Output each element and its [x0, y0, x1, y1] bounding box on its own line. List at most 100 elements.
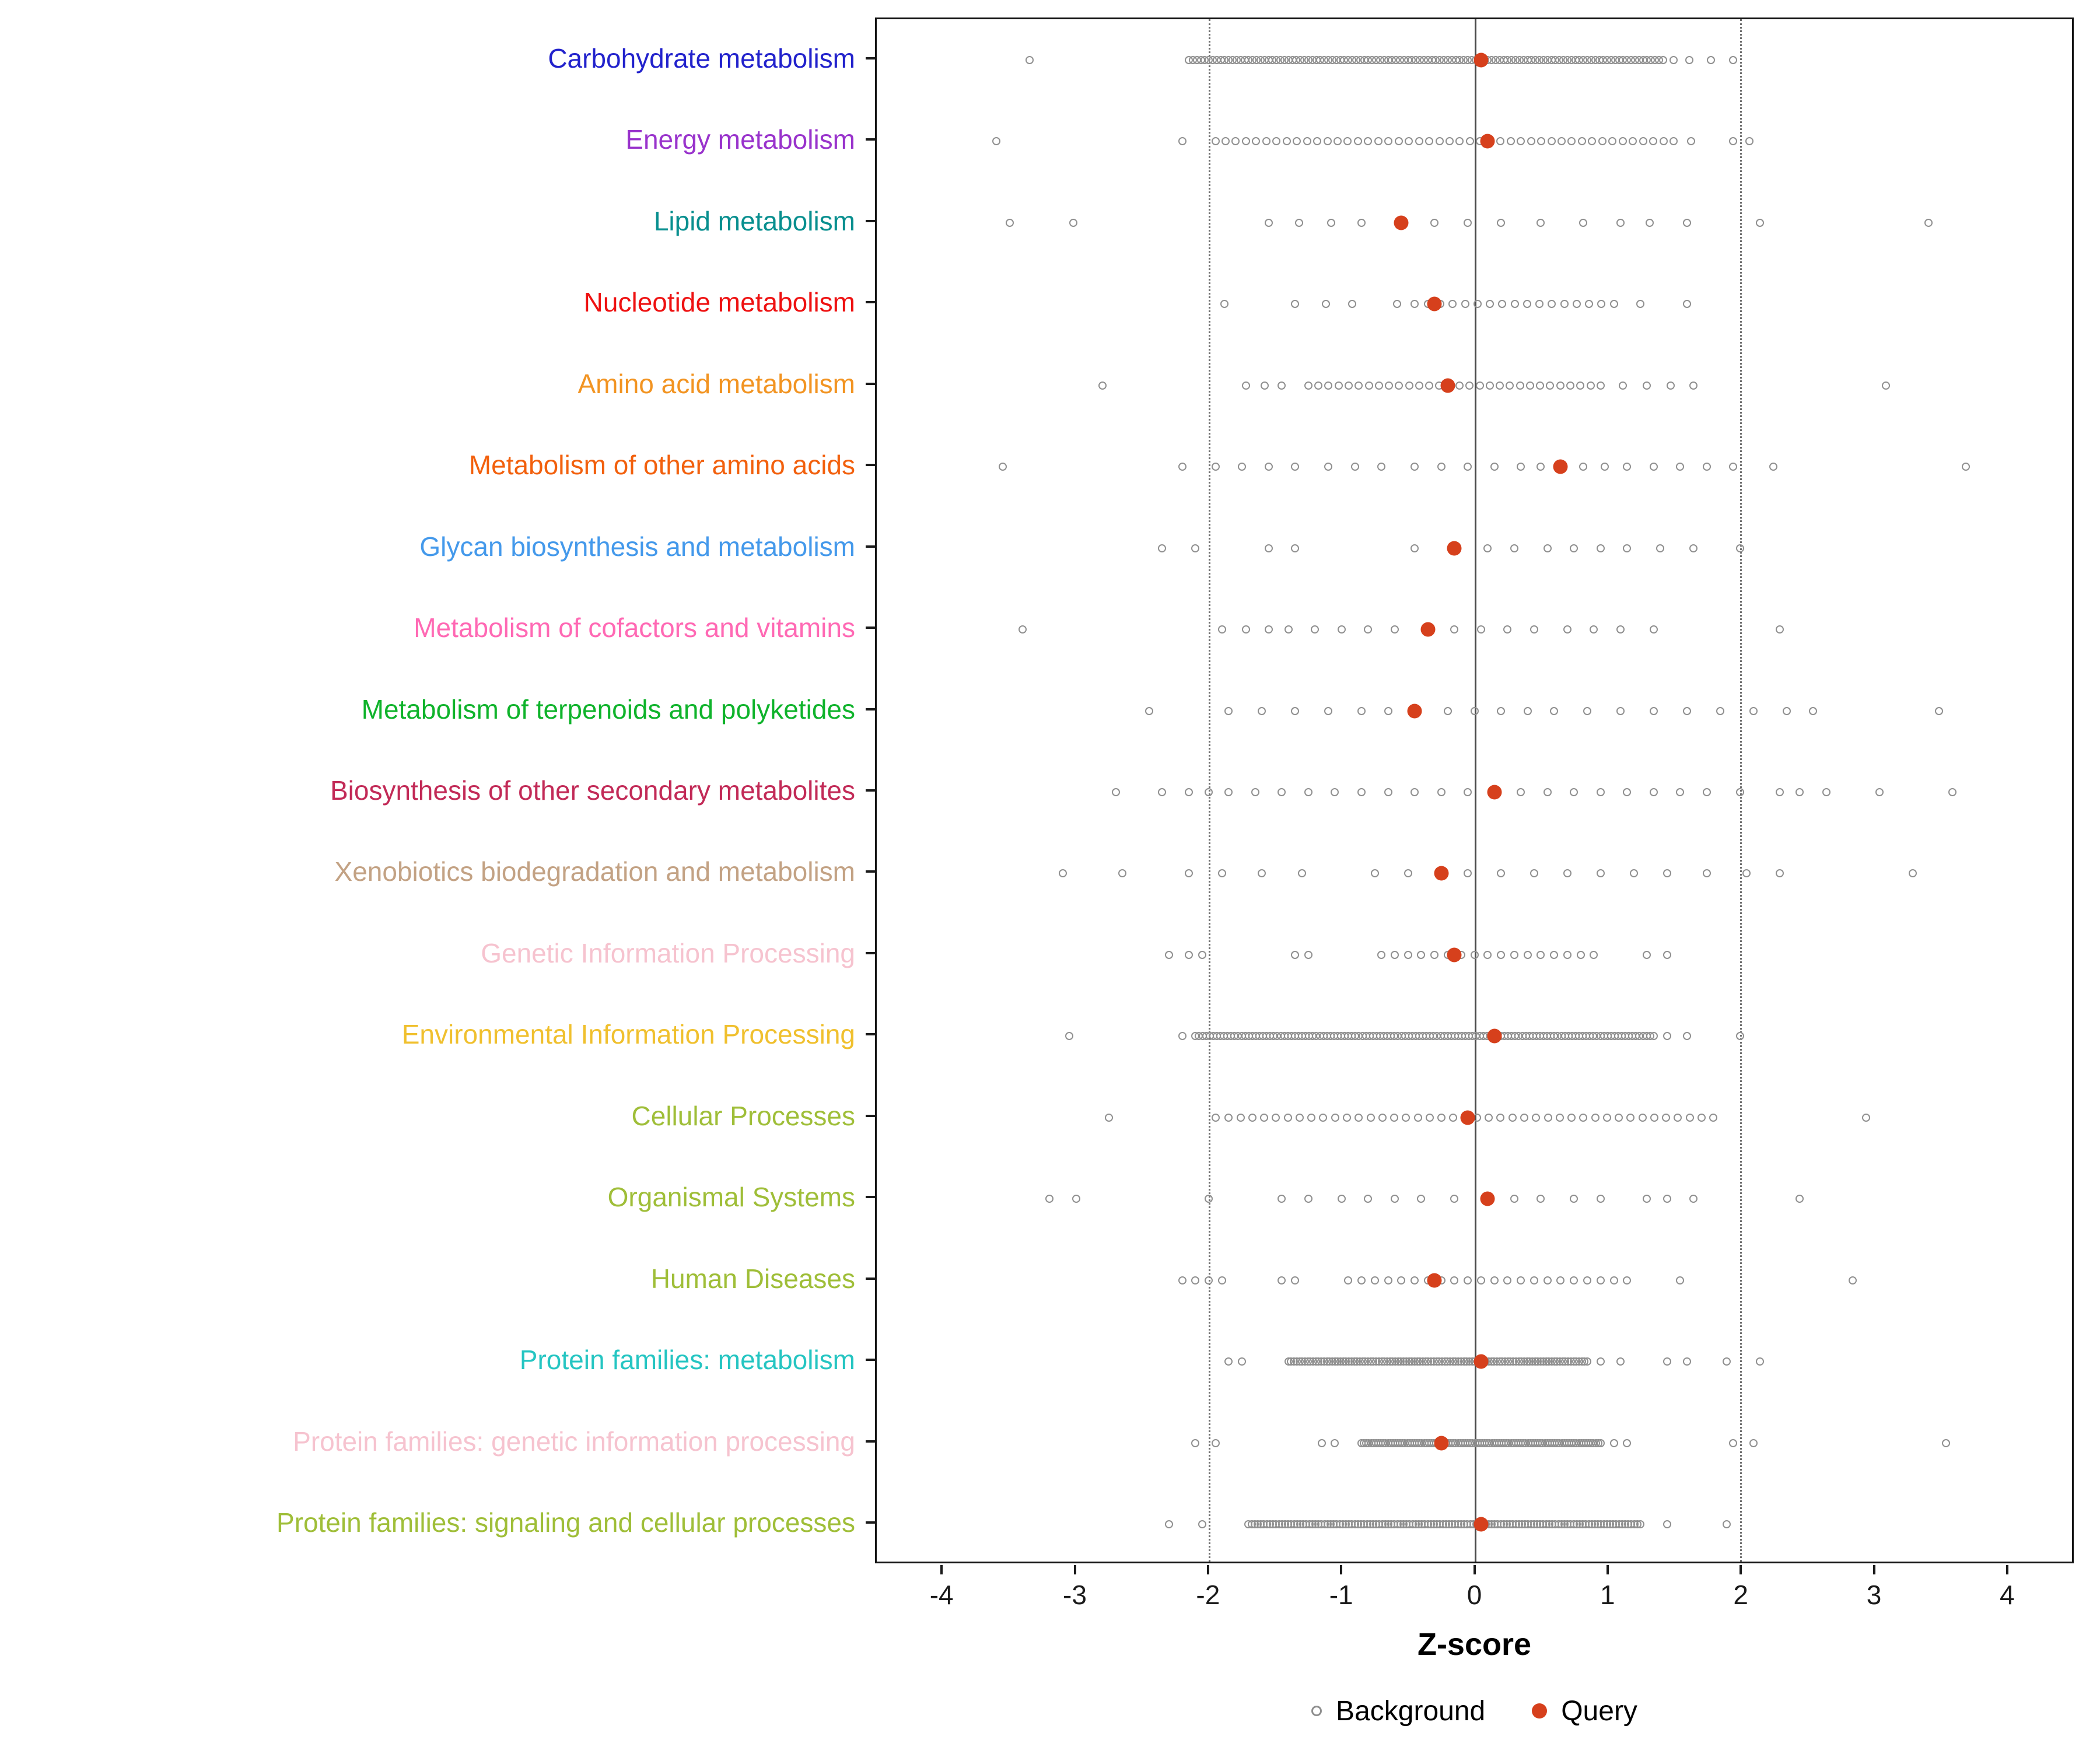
background-point [1510, 300, 1519, 309]
background-point [1560, 300, 1569, 309]
background-point [1455, 381, 1464, 390]
background-point [1205, 1276, 1213, 1284]
background-point [1354, 381, 1363, 390]
background-point [1025, 55, 1034, 64]
background-point [1649, 463, 1658, 471]
category-label: Metabolism of terpenoids and polyketides [361, 694, 855, 724]
x-tick-mark [940, 1565, 943, 1574]
background-point [1547, 137, 1556, 146]
background-point [1217, 1276, 1226, 1284]
background-point [1685, 55, 1694, 64]
background-point [1755, 218, 1764, 227]
background-point [1570, 544, 1578, 552]
background-point [1941, 1438, 1950, 1447]
background-point [1278, 1276, 1286, 1284]
background-point [1662, 1113, 1671, 1122]
background-point [1443, 706, 1452, 715]
background-point [1262, 137, 1270, 146]
background-point [1649, 706, 1658, 715]
background-point [1446, 137, 1454, 146]
background-point [1164, 1520, 1173, 1529]
background-point [1530, 869, 1538, 878]
background-point [1258, 706, 1266, 715]
background-point [1464, 218, 1472, 227]
background-point [1517, 137, 1525, 146]
background-point [1596, 381, 1605, 390]
background-point [1769, 463, 1777, 471]
category-label: Environmental Information Processing [401, 1019, 855, 1050]
background-point [1211, 137, 1220, 146]
legend-item-background: Background [1311, 1695, 1485, 1727]
background-point [1658, 55, 1667, 64]
background-point [1417, 950, 1426, 959]
query-point [1474, 1354, 1489, 1369]
background-point [1264, 544, 1273, 552]
background-point [1283, 1113, 1292, 1122]
background-point [1662, 1520, 1671, 1529]
background-point [1556, 381, 1564, 390]
background-point [1205, 788, 1213, 796]
query-point [1460, 1110, 1475, 1125]
background-point [1520, 1113, 1528, 1122]
background-point [1729, 137, 1738, 146]
background-point [1323, 137, 1332, 146]
x-tick-mark [1340, 1565, 1343, 1574]
background-point [1198, 950, 1206, 959]
background-point [1220, 300, 1229, 309]
background-point [1822, 788, 1831, 796]
y-tick-mark [866, 1440, 875, 1443]
background-point [1503, 1276, 1512, 1284]
y-tick-mark [866, 708, 875, 710]
background-point [1072, 1195, 1080, 1203]
background-point [1546, 381, 1555, 390]
background-point [1069, 218, 1077, 227]
background-point [1609, 1276, 1618, 1284]
background-point [1357, 706, 1366, 715]
background-point [1357, 1276, 1366, 1284]
category-label: Nucleotide metabolism [583, 287, 855, 318]
background-point [1158, 544, 1167, 552]
category-label: Genetic Information Processing [481, 937, 855, 968]
background-point [1476, 625, 1485, 634]
background-point [1516, 381, 1524, 390]
y-tick-mark [866, 951, 875, 954]
y-tick-mark [866, 1114, 875, 1117]
x-tick-mark [1606, 1565, 1609, 1574]
background-point [1508, 1113, 1517, 1122]
background-point [1706, 55, 1715, 64]
background-point [1530, 1276, 1538, 1284]
x-axis-title: Z-score [1417, 1627, 1532, 1662]
background-point [1623, 463, 1632, 471]
background-point [1567, 1113, 1576, 1122]
background-point [1503, 625, 1512, 634]
background-point-icon [1311, 1706, 1322, 1716]
background-point [1548, 300, 1556, 309]
background-point [1390, 1195, 1399, 1203]
background-point [1465, 381, 1474, 390]
background-point [1384, 706, 1392, 715]
x-tick-mark [1473, 1565, 1476, 1574]
background-point [1517, 1276, 1525, 1284]
background-point [1497, 869, 1506, 878]
background-point [1535, 300, 1544, 309]
background-point [1158, 788, 1167, 796]
background-point [1643, 1195, 1651, 1203]
background-point [1570, 788, 1578, 796]
background-point [1567, 137, 1576, 146]
background-point [1324, 706, 1333, 715]
background-point [1248, 1113, 1256, 1122]
query-point [1487, 785, 1502, 800]
background-point [1178, 1032, 1186, 1041]
background-point [1523, 950, 1532, 959]
background-point [1304, 1195, 1312, 1203]
background-point [1536, 463, 1545, 471]
background-point [1536, 381, 1545, 390]
y-tick-mark [866, 1277, 875, 1280]
background-point [1702, 463, 1711, 471]
background-point [992, 137, 1000, 146]
background-point [1729, 463, 1738, 471]
background-point [1264, 625, 1273, 634]
background-point [1260, 381, 1269, 390]
background-point [1555, 1113, 1564, 1122]
background-point [1577, 137, 1586, 146]
